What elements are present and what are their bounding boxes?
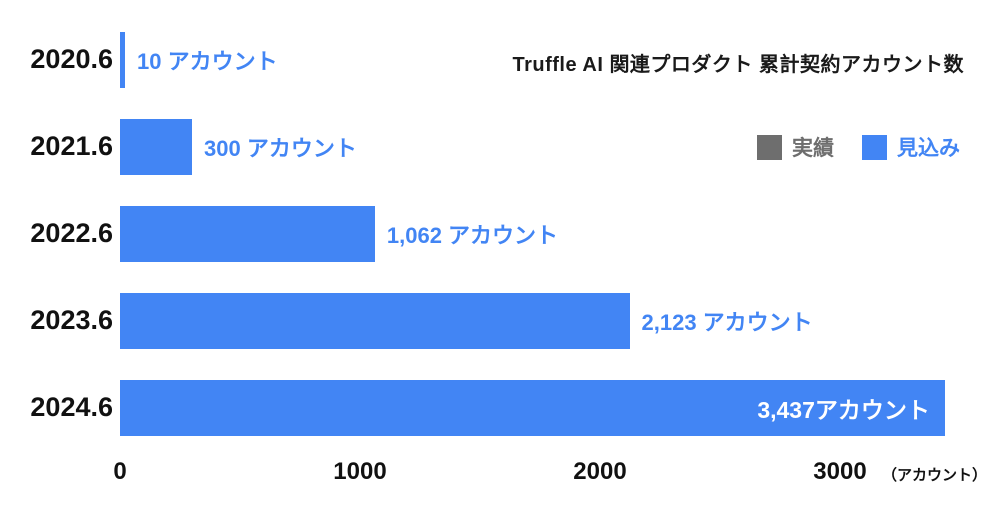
bar: 2,123 アカウント — [120, 292, 813, 349]
bar-track: 2,123 アカウント — [120, 292, 1000, 349]
value-label: 1,062 アカウント — [386, 222, 559, 248]
legend: 実績 見込み — [757, 132, 960, 162]
bar-row-2022-6: 2022.6 1,062 アカウント — [0, 190, 1000, 277]
x-axis-unit-label: （アカウント） — [882, 467, 988, 484]
category-label: 2022.6 — [30, 218, 113, 248]
category-label: 2021.6 — [30, 131, 113, 161]
bar-track: 10 アカウント — [120, 31, 1000, 88]
bar: 300 アカウント — [120, 118, 357, 175]
bar-track: 1,062 アカウント — [120, 205, 1000, 262]
x-axis: 0 1000 2000 3000 （アカウント） — [113, 452, 1000, 500]
bar-track: 3,437アカウント — [120, 379, 1000, 436]
bar-row-2023-6: 2023.6 2,123 アカウント — [0, 277, 1000, 364]
value-label: 2,123 アカウント — [641, 309, 813, 335]
x-tick: 3000 — [813, 458, 867, 485]
legend-item-actual: 実績 — [757, 132, 834, 162]
value-label: 300 アカウント — [204, 135, 357, 161]
x-tick: 1000 — [333, 458, 387, 485]
legend-swatch-forecast — [862, 134, 887, 160]
value-label: 3,437アカウント — [757, 396, 930, 423]
legend-label-actual: 実績 — [792, 137, 834, 160]
chart-title: Truffle AI 関連プロダクト 累計契約アカウント数 — [512, 54, 964, 76]
legend-label-forecast: 見込み — [897, 137, 960, 160]
category-label: 2023.6 — [30, 305, 113, 335]
bar: 1,062 アカウント — [120, 205, 558, 262]
bar-rows: 2020.6 10 アカウント 2021.6 300 アカウント 2022.6 … — [0, 16, 1000, 451]
x-tick: 2000 — [573, 458, 627, 485]
bar-row-2021-6: 2021.6 300 アカウント — [0, 103, 1000, 190]
legend-item-forecast: 見込み — [862, 132, 960, 162]
legend-swatch-actual — [757, 134, 782, 160]
bar-row-2024-6: 2024.6 3,437アカウント — [0, 364, 1000, 451]
bar-row-2020-6: 2020.6 10 アカウント — [0, 16, 1000, 103]
category-label: 2024.6 — [30, 392, 113, 422]
category-label: 2020.6 — [30, 44, 113, 74]
value-label: 10 アカウント — [137, 48, 278, 74]
bar-track: 300 アカウント — [120, 118, 1000, 175]
x-tick: 0 — [113, 458, 127, 485]
bar: 10 アカウント — [120, 31, 278, 88]
bar: 3,437アカウント — [120, 379, 945, 436]
